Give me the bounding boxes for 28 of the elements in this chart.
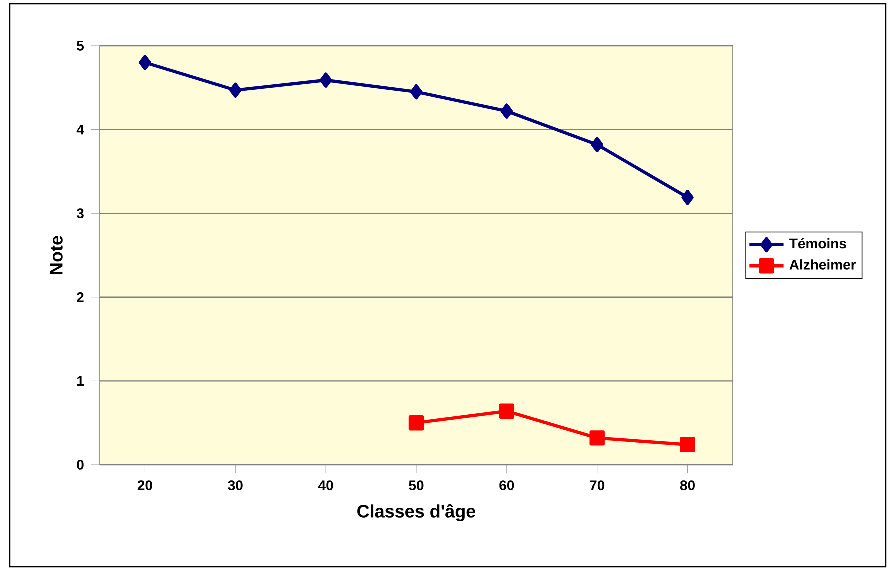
point	[590, 430, 605, 446]
y-axis-title: Note	[50, 236, 63, 274]
y-tick-label: 1	[77, 376, 84, 386]
x-tick-label: 30	[228, 480, 243, 491]
x-tick-label: 40	[318, 480, 334, 490]
point	[139, 55, 152, 70]
y-tick-label: 0	[77, 460, 84, 470]
point	[408, 415, 424, 431]
point	[320, 72, 332, 88]
point	[500, 104, 514, 119]
point	[680, 437, 696, 452]
x-tick-label: 70	[590, 480, 605, 490]
x-axis-title: Classes d'âge	[358, 504, 476, 522]
y-tick-label: 4	[76, 124, 84, 135]
y-tick-label: 5	[77, 41, 84, 51]
legend-label: Alzheimer	[790, 260, 856, 270]
y-tick-label: 3	[76, 208, 84, 219]
x-tick-label: 80	[680, 480, 695, 490]
x-tick-label: 60	[500, 480, 514, 490]
y-tick-label: 2	[77, 292, 84, 302]
point	[591, 137, 604, 152]
point	[230, 82, 242, 98]
x-tick-label: 50	[409, 480, 424, 490]
x-tick-label: 20	[138, 480, 152, 490]
legend-label: Témoins	[790, 238, 846, 249]
point	[410, 84, 423, 100]
point	[682, 190, 694, 206]
point	[499, 404, 515, 419]
